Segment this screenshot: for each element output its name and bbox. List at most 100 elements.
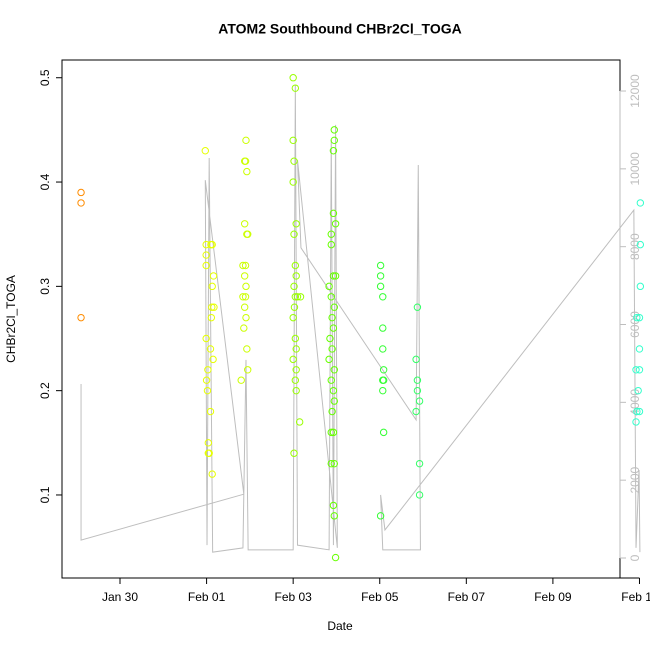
x-axis-label: Date <box>327 619 353 633</box>
point <box>201 147 209 155</box>
point <box>328 407 336 416</box>
point <box>203 386 212 395</box>
point <box>204 366 212 374</box>
point <box>379 345 387 353</box>
point <box>292 272 300 280</box>
point <box>328 345 336 353</box>
point <box>295 418 304 426</box>
point <box>327 376 335 384</box>
point <box>290 157 298 165</box>
point <box>413 376 422 384</box>
point <box>292 386 300 395</box>
point <box>290 303 299 311</box>
point <box>210 303 218 311</box>
point <box>289 178 297 186</box>
point <box>376 512 385 520</box>
point <box>327 459 335 468</box>
y-tick-label: 0.5 <box>38 69 52 86</box>
y-tick-label: 0.3 <box>38 278 52 295</box>
point <box>636 199 645 207</box>
point <box>415 397 424 405</box>
point <box>635 407 644 416</box>
point <box>635 313 644 322</box>
point <box>292 366 300 374</box>
y-tick-label: 0.4 <box>38 173 52 190</box>
y2-tick-label: 10000 <box>628 152 642 186</box>
point <box>209 355 217 364</box>
point <box>326 334 334 343</box>
point <box>244 366 252 374</box>
point <box>413 303 422 311</box>
point <box>329 209 338 218</box>
point <box>327 293 335 301</box>
point <box>376 282 385 291</box>
point <box>239 261 247 270</box>
point <box>379 293 387 301</box>
point <box>242 136 250 145</box>
point <box>290 282 298 291</box>
point <box>208 282 216 291</box>
y2-tick-label: 6000 <box>628 311 642 338</box>
point <box>293 293 302 301</box>
y2-tick-label: 0 <box>628 554 642 561</box>
point <box>289 74 297 82</box>
point <box>376 261 385 270</box>
x-tick-label: Feb 01 <box>188 590 226 604</box>
point <box>206 407 215 416</box>
point <box>243 167 251 176</box>
point <box>633 407 641 416</box>
point <box>241 261 250 270</box>
point <box>412 355 420 364</box>
point <box>296 293 305 301</box>
y2-tick-label: 8000 <box>628 233 642 260</box>
point <box>206 345 215 353</box>
point <box>379 324 387 332</box>
point <box>291 376 300 384</box>
point <box>329 147 338 155</box>
point <box>244 230 252 238</box>
point <box>412 407 420 416</box>
point <box>208 470 216 478</box>
x-tick-label: Feb 09 <box>534 590 572 604</box>
point <box>241 157 250 165</box>
point <box>635 345 644 353</box>
point <box>208 240 216 249</box>
point <box>636 240 645 249</box>
y2-tick-label: 12000 <box>628 74 642 108</box>
point <box>325 282 333 291</box>
point <box>289 355 297 364</box>
point <box>209 272 218 280</box>
point <box>242 282 250 291</box>
y-tick-label: 0.1 <box>38 486 52 503</box>
point <box>327 230 335 238</box>
point <box>636 282 645 291</box>
point <box>77 188 85 197</box>
point <box>239 293 247 301</box>
point <box>202 334 210 343</box>
chart-title: ATOM2 Southbound CHBr2Cl_TOGA <box>218 21 461 37</box>
y-tick-label: 0.2 <box>38 382 52 399</box>
point <box>413 386 422 395</box>
point <box>291 293 300 301</box>
point <box>208 303 216 311</box>
point <box>376 272 385 280</box>
x-tick-label: Feb 11 <box>621 590 650 604</box>
point <box>202 376 211 384</box>
point <box>331 272 340 280</box>
point <box>379 376 388 384</box>
point <box>329 324 338 332</box>
point <box>379 428 388 437</box>
point <box>329 272 338 280</box>
y-axis-label: CHBr2Cl_TOGA <box>4 275 18 363</box>
point <box>379 366 388 374</box>
point <box>240 303 249 311</box>
point <box>328 313 336 322</box>
point <box>327 428 335 437</box>
point <box>77 313 85 322</box>
point <box>240 220 249 228</box>
point <box>242 313 250 322</box>
point <box>204 449 213 457</box>
point <box>243 345 251 353</box>
point <box>379 386 387 395</box>
point <box>207 313 216 322</box>
